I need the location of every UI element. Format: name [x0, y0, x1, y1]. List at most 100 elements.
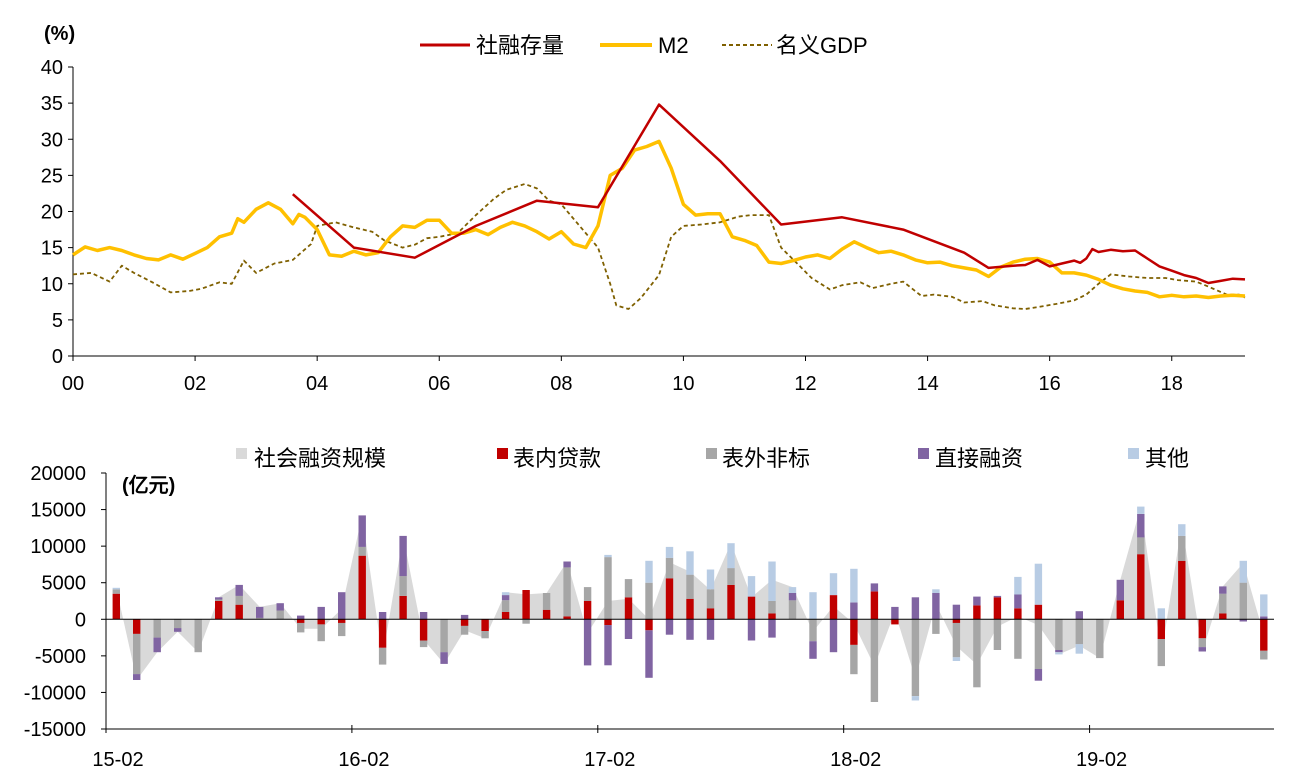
- bar-segment-other: [829, 573, 838, 596]
- bar-segment-direct: [235, 584, 243, 596]
- bar-segment-offbalance: [1014, 619, 1022, 659]
- bar-stack: [768, 561, 776, 638]
- bar-segment-other: [768, 561, 776, 601]
- bar-segment-direct: [850, 602, 858, 620]
- bar-segment-other: [850, 568, 858, 603]
- bottom-x-tick-label: 18-02: [830, 749, 881, 771]
- bar-segment-loans: [952, 619, 961, 623]
- legend-swatch-offbalance: [706, 448, 717, 459]
- top-legend: 社融存量 M2 名义GDP: [420, 33, 868, 58]
- legend-label-loans: 表内贷款: [513, 446, 601, 471]
- bottom-y-tick-label: 5000: [42, 573, 87, 595]
- bar-segment-direct: [665, 619, 674, 635]
- bar-segment-direct: [215, 597, 223, 600]
- bar-stack: [378, 612, 387, 665]
- bar-segment-direct: [460, 614, 469, 620]
- bar-segment-offbalance: [358, 546, 366, 556]
- bottom-x-tick-label: 17-02: [584, 749, 635, 771]
- bar-stack: [993, 595, 1002, 650]
- bar-segment-other: [911, 696, 920, 701]
- bar-stack: [624, 579, 633, 639]
- top-x-tick-label: 14: [916, 373, 938, 395]
- bar-stack: [1178, 524, 1186, 620]
- top-x-tick-label: 08: [550, 373, 572, 395]
- bar-segment-direct: [297, 615, 305, 620]
- bar-segment-other: [665, 546, 674, 558]
- bar-segment-loans: [235, 604, 243, 620]
- bottom-y-tick-label: 0: [75, 609, 86, 631]
- bar-segment-loans: [112, 593, 120, 620]
- bar-segment-offbalance: [563, 567, 571, 617]
- bar-segment-direct: [604, 625, 612, 666]
- bar-segment-loans: [1219, 613, 1227, 620]
- bar-segment-offbalance: [1157, 639, 1165, 667]
- bar-segment-other: [1034, 563, 1043, 605]
- bar-segment-direct: [1075, 611, 1083, 620]
- bar-stack: [133, 619, 141, 680]
- bar-stack: [973, 596, 981, 688]
- bar-segment-direct: [358, 515, 366, 547]
- bar-segment-direct: [440, 652, 448, 664]
- bar-segment-direct: [686, 619, 694, 640]
- bar-stack: [1055, 619, 1063, 655]
- bar-stack: [583, 587, 592, 666]
- bar-segment-offbalance: [727, 568, 735, 585]
- bottom-chart: 社会融资规模 表内贷款 表外非标 直接融资 其他 (亿元) -15000 -100…: [24, 446, 1274, 771]
- top-x-tick-label: 00: [62, 373, 84, 395]
- legend-label-gdp: 名义GDP: [776, 33, 868, 58]
- bar-segment-offbalance: [276, 610, 284, 620]
- bar-segment-other: [1075, 644, 1083, 654]
- legend-swatch-other: [1128, 448, 1139, 459]
- bar-segment-other: [932, 589, 940, 593]
- bar-segment-loans: [1014, 608, 1022, 620]
- top-y-tick-label: 10: [41, 274, 63, 296]
- bar-segment-other: [1014, 576, 1022, 595]
- bar-segment-offbalance: [256, 617, 264, 620]
- bar-segment-other: [604, 554, 612, 558]
- bar-segment-direct: [1198, 647, 1206, 652]
- legend-label-other: 其他: [1145, 446, 1189, 471]
- bar-stack: [338, 592, 346, 637]
- bar-stack: [276, 603, 284, 620]
- bar-segment-loans: [645, 619, 653, 631]
- top-y-tick-label: 35: [41, 93, 63, 115]
- bar-segment-direct: [993, 595, 1002, 598]
- bar-stack: [891, 606, 899, 625]
- bar-segment-direct: [768, 619, 776, 638]
- bar-stack: [419, 612, 428, 648]
- bar-stack: [952, 604, 961, 661]
- bar-segment-other: [112, 587, 120, 590]
- bar-segment-offbalance: [501, 600, 510, 612]
- top-y-tick-label: 25: [41, 165, 63, 187]
- bar-segment-direct: [276, 603, 284, 611]
- bar-segment-direct: [1116, 579, 1124, 601]
- bar-stack: [460, 614, 469, 635]
- bar-segment-direct: [1239, 619, 1247, 622]
- top-x-tick-label: 06: [428, 373, 450, 395]
- bar-segment-loans: [870, 591, 879, 620]
- bar-segment-direct: [399, 535, 407, 577]
- bottom-y-unit: (亿元): [122, 473, 175, 497]
- bar-segment-offbalance: [112, 589, 120, 594]
- bar-stack: [1096, 619, 1104, 659]
- bar-stack: [399, 535, 407, 620]
- bar-segment-offbalance: [911, 619, 920, 697]
- top-chart: (%) 社融存量 M2 名义GDP 0 5 10 15 20 25 30 35 40 00 02 04…: [41, 23, 1246, 395]
- bar-stack: [932, 589, 940, 634]
- bar-segment-offbalance: [174, 619, 182, 629]
- bar-segment-direct: [133, 674, 141, 680]
- top-y-unit: (%): [44, 23, 75, 45]
- bar-segment-loans: [686, 598, 694, 620]
- bar-segment-offbalance: [952, 622, 961, 658]
- bar-segment-direct: [583, 619, 592, 666]
- bar-segment-other: [645, 560, 653, 583]
- bar-segment-offbalance: [993, 619, 1002, 650]
- bottom-y-tick-label: -5000: [35, 646, 86, 668]
- bar-segment-offbalance: [1178, 535, 1186, 561]
- bar-segment-loans: [583, 601, 592, 620]
- bar-segment-offbalance: [399, 576, 407, 596]
- legend-label-offbalance: 表外非标: [722, 446, 810, 471]
- bar-segment-offbalance: [460, 625, 469, 635]
- bar-stack: [1198, 619, 1206, 652]
